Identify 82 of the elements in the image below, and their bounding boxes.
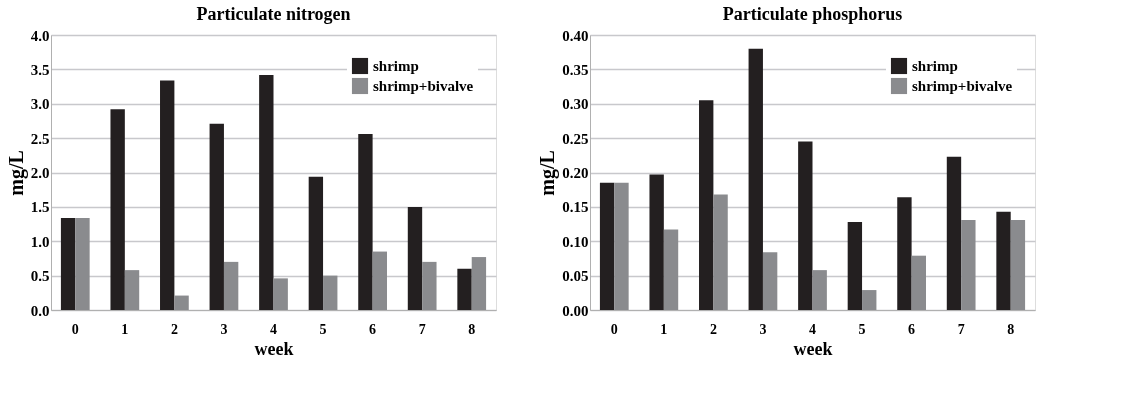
x-tick-label: 3 — [220, 321, 228, 337]
y-tick-label: 2.0 — [30, 165, 50, 181]
bar — [223, 261, 239, 310]
bar — [308, 176, 324, 310]
y-tick-label: 4.0 — [30, 27, 50, 44]
x-tick-label: 4 — [809, 321, 816, 337]
x-tick-label: 3 — [759, 321, 767, 337]
y-tick-label: 0.15 — [562, 199, 589, 216]
x-tick-label: 8 — [468, 321, 476, 337]
legend-label: shrimp+bivalve — [373, 78, 474, 94]
bar — [457, 268, 472, 310]
bar — [273, 278, 288, 310]
y-tick-label: 3.0 — [30, 96, 50, 113]
y-tick-label: 0.30 — [562, 96, 589, 113]
x-tick-label: 7 — [418, 321, 426, 337]
bar — [996, 211, 1011, 310]
chart-title: Particulate phosphorus — [722, 4, 903, 24]
bar — [259, 74, 274, 310]
bar — [75, 217, 90, 310]
bar — [812, 270, 827, 310]
bar — [407, 206, 423, 310]
y-tick-label: 0.35 — [562, 61, 589, 78]
bar — [961, 219, 976, 310]
x-axis-title: week — [793, 338, 833, 359]
x-tick-label: 6 — [369, 321, 377, 337]
y-tick-label: 0.10 — [562, 233, 589, 250]
y-tick-label: 0.25 — [562, 130, 589, 147]
y-tick-label: 1.5 — [30, 199, 50, 216]
x-tick-label: 4 — [270, 321, 277, 337]
x-tick-label: 2 — [170, 321, 178, 337]
bar — [762, 252, 778, 310]
legend-label: shrimp+bivalve — [912, 78, 1013, 94]
bar — [699, 100, 714, 310]
bar — [209, 123, 224, 310]
bar — [847, 222, 863, 310]
y-tick-label: 0.05 — [562, 268, 589, 285]
x-tick-label: 5 — [319, 321, 327, 337]
bar — [911, 255, 926, 310]
y-tick-label: 0.5 — [30, 268, 50, 285]
x-tick-label: 1 — [121, 321, 129, 337]
bar — [946, 156, 962, 310]
bar — [372, 251, 387, 310]
legend-label: shrimp — [373, 58, 419, 74]
x-tick-label: 0 — [71, 321, 79, 337]
bar — [1010, 219, 1026, 310]
chart-title: Particulate nitrogen — [196, 4, 351, 24]
bar — [614, 182, 629, 310]
bar — [798, 141, 813, 310]
y-tick-label: 1.0 — [30, 233, 50, 250]
bar — [110, 109, 125, 310]
x-tick-label: 1 — [660, 321, 668, 337]
x-tick-label: 0 — [610, 321, 618, 337]
bar — [897, 197, 912, 310]
x-axis-title: week — [254, 338, 294, 359]
y-tick-label: 0.00 — [562, 302, 589, 319]
x-tick-label: 5 — [858, 321, 866, 337]
bar — [748, 48, 763, 310]
bar — [323, 275, 338, 310]
bar — [663, 229, 679, 310]
y-tick-label: 2.5 — [30, 130, 50, 147]
bar — [471, 257, 487, 310]
x-tick-label: 2 — [709, 321, 717, 337]
y-tick-label: 0.0 — [30, 302, 50, 319]
x-tick-label: 7 — [957, 321, 965, 337]
bar — [160, 80, 175, 310]
bar — [60, 217, 76, 310]
bar — [124, 270, 140, 310]
y-axis-title: mg/L — [4, 150, 28, 196]
legend-label: shrimp — [912, 58, 958, 74]
x-tick-label: 8 — [1007, 321, 1015, 337]
bar — [358, 134, 373, 310]
y-axis-title: mg/L — [536, 150, 560, 196]
y-tick-label: 0.40 — [562, 27, 589, 44]
bar — [862, 290, 877, 310]
bar — [713, 194, 728, 310]
bar — [174, 295, 189, 310]
bar — [422, 261, 437, 310]
x-tick-label: 6 — [908, 321, 916, 337]
y-tick-label: 3.5 — [30, 61, 50, 78]
bar — [599, 182, 615, 310]
y-tick-label: 0.20 — [562, 165, 589, 181]
bar — [649, 174, 664, 310]
